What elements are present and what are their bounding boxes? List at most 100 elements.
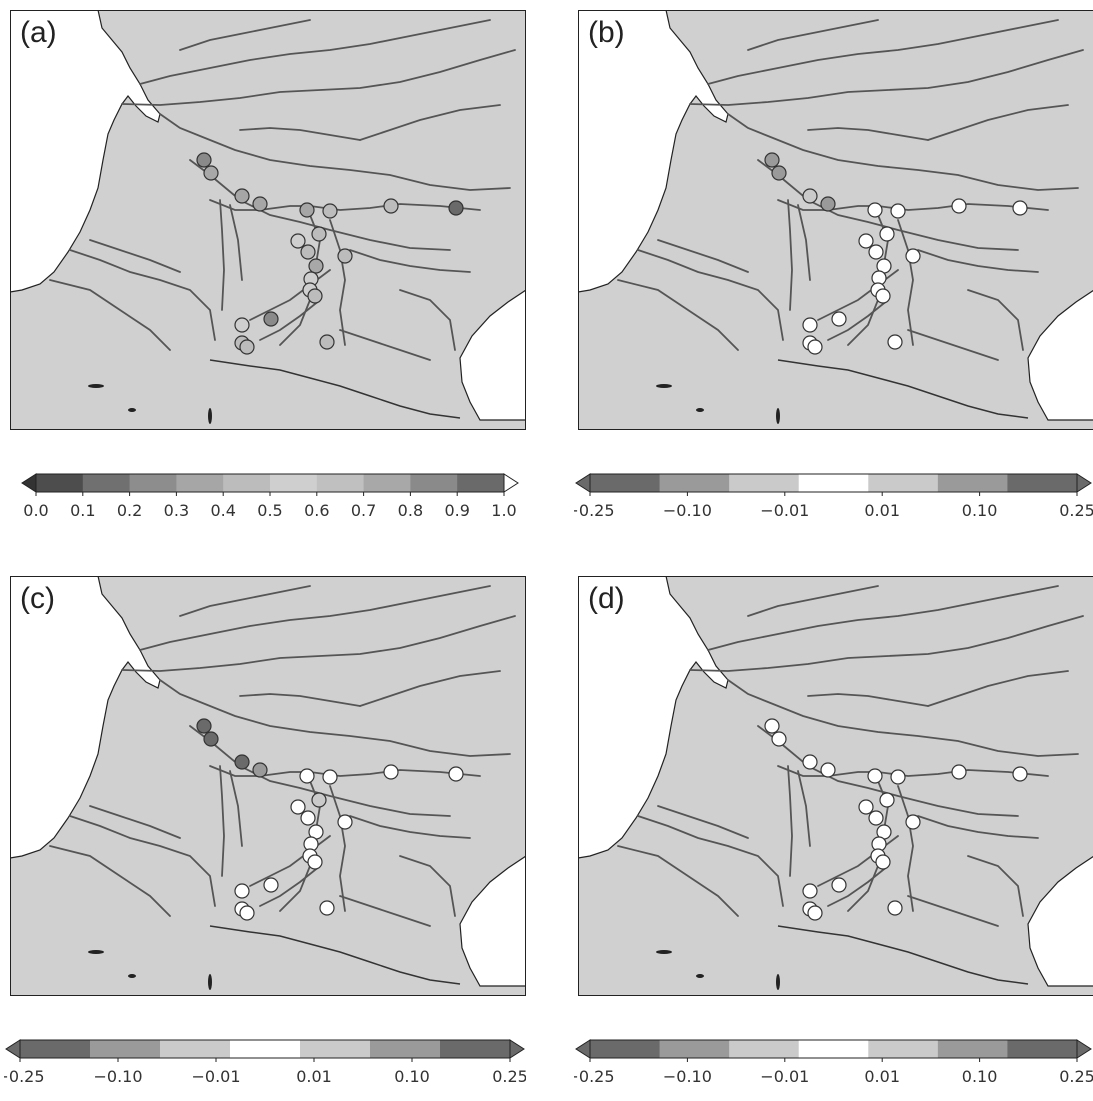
river-line (69, 249, 216, 341)
river-line (747, 19, 879, 51)
colorbar-segment (798, 1040, 869, 1058)
river-line (239, 127, 361, 141)
colorbar-segment (36, 474, 84, 492)
river-line (121, 615, 516, 672)
map-panel-d: (d) (578, 576, 1093, 996)
island (696, 408, 704, 412)
river-line (927, 670, 1069, 707)
river-line (329, 219, 346, 346)
colorbar-arrow-left (575, 473, 591, 493)
river-line (329, 785, 346, 912)
river-line (229, 204, 243, 281)
island (776, 408, 780, 424)
river-line (219, 199, 225, 311)
colorbar-a: 0.0 0.1 0.2 0.3 0.4 0.5 0.6 0.7 0.8 0.9 1.0 (20, 470, 520, 530)
colorbar-tick-label: 0.1 (70, 501, 95, 520)
colorbar-segment (316, 474, 365, 492)
river-line (349, 249, 471, 273)
map-panel-a: (a) (10, 10, 526, 430)
colorbar-segment (300, 1040, 371, 1058)
station-marker (875, 288, 891, 304)
station-marker (867, 202, 883, 218)
colorbar-segment (1007, 474, 1078, 492)
river-line (827, 299, 889, 341)
station-marker (203, 731, 219, 747)
colorbar-segment (129, 474, 177, 492)
station-marker (239, 905, 255, 921)
river-line (637, 249, 784, 341)
colorbar-tick-label: 0.10 (394, 1067, 430, 1086)
river-line (339, 895, 431, 927)
river-line (139, 585, 491, 651)
colorbar-tick-label: −0.25 (574, 1067, 615, 1086)
station-marker (308, 258, 324, 274)
station-marker (887, 334, 903, 350)
river-line (229, 770, 243, 847)
colorbar-b-svg: −0.25 −0.10 −0.01 0.01 0.10 0.25 (574, 473, 1093, 520)
river-line (139, 19, 491, 85)
river-line (189, 725, 451, 817)
colorbar-arrow-left (21, 473, 37, 493)
colorbar-segment (798, 474, 869, 492)
island (656, 384, 672, 388)
colorbar-segment (1007, 1040, 1078, 1058)
river-line (159, 113, 511, 191)
land-area (10, 576, 526, 996)
station-marker (299, 768, 315, 784)
colorbar-tick-label: 0.7 (351, 501, 376, 520)
river-line (617, 279, 739, 351)
colorbar-frame (589, 1039, 1078, 1059)
country-border (209, 359, 461, 419)
colorbar-segment (370, 1040, 441, 1058)
station-marker (858, 233, 874, 249)
station-marker (807, 905, 823, 921)
station-marker (337, 814, 353, 830)
river-line (807, 693, 929, 707)
station-marker (820, 762, 836, 778)
river-line (359, 670, 501, 707)
colorbar-arrow-right (503, 473, 519, 493)
river-line (179, 19, 311, 51)
river-line (707, 585, 1059, 651)
river-line (121, 49, 516, 106)
river-line (89, 805, 181, 839)
colorbar-c-svg: −0.25 −0.10 −0.01 0.01 0.10 0.25 (4, 1039, 526, 1086)
map-panel-b: (b) (578, 10, 1093, 430)
land-area (578, 10, 1093, 430)
island (88, 950, 104, 954)
river-line (179, 585, 311, 617)
river-line (707, 19, 1059, 85)
colorbar-d: −0.25 −0.10 −0.01 0.01 0.10 0.25 (574, 1036, 1093, 1096)
station-marker (1012, 200, 1028, 216)
station-marker (196, 718, 212, 734)
colorbar-segment (270, 474, 318, 492)
colorbar-tick-label: −0.01 (191, 1067, 240, 1086)
river-line (259, 865, 321, 907)
river-line (917, 249, 1039, 273)
map-a (10, 10, 526, 430)
colorbar-arrow-left (575, 1039, 591, 1059)
station-marker (867, 768, 883, 784)
station-marker (311, 792, 327, 808)
colorbar-tick-label: 0.25 (1059, 1067, 1093, 1086)
river-line (897, 785, 914, 912)
river-line (219, 765, 225, 877)
station-marker (802, 754, 818, 770)
colorbar-tick-label: 0.10 (962, 501, 998, 520)
colorbar-tick-label: 0.25 (492, 1067, 526, 1086)
station-marker (448, 200, 464, 216)
colorbar-c: −0.25 −0.10 −0.01 0.01 0.10 0.25 (4, 1036, 526, 1096)
station-marker (858, 799, 874, 815)
colorbar-tick-label: 0.5 (257, 501, 282, 520)
station-marker (887, 900, 903, 916)
station-marker (1012, 766, 1028, 782)
colorbar-tick-label: 0.01 (864, 1067, 900, 1086)
colorbar-tick-label: 0.0 (23, 501, 48, 520)
station-marker (951, 764, 967, 780)
river-line (349, 815, 471, 839)
colorbar-a-svg: 0.0 0.1 0.2 0.3 0.4 0.5 0.6 0.7 0.8 0.9 1.0 (21, 473, 519, 520)
colorbar-tick-label: −0.10 (663, 501, 712, 520)
colorbar-segment (590, 474, 661, 492)
country-border (777, 925, 1029, 985)
colorbar-segment (659, 1040, 730, 1058)
